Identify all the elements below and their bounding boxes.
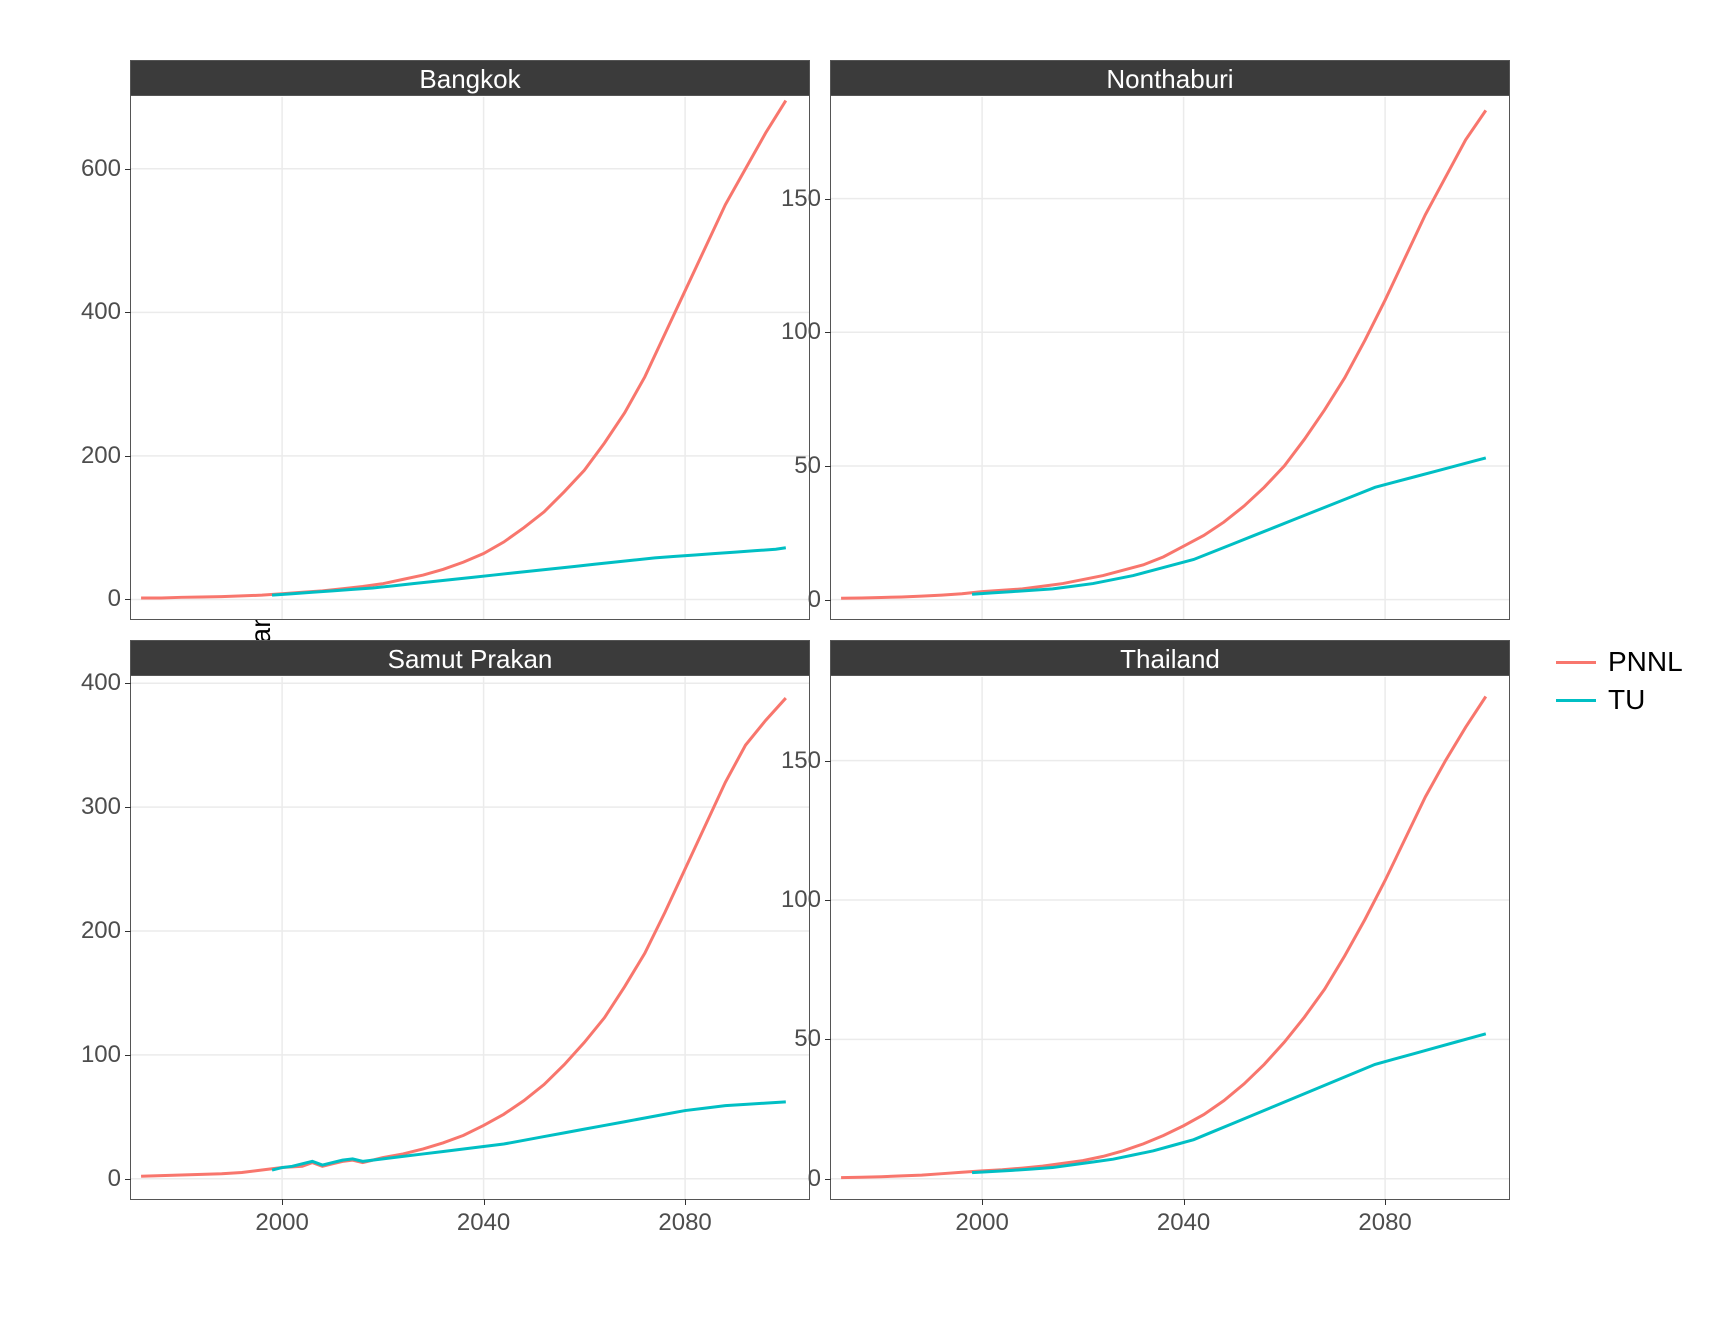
y-tick-label: 200 <box>81 442 131 470</box>
plot-area <box>131 677 809 1199</box>
series-tu <box>972 458 1486 594</box>
y-tick-label: 400 <box>81 298 131 326</box>
y-tick-label: 100 <box>781 318 831 346</box>
y-tick-label: 100 <box>781 886 831 914</box>
series-pnnl <box>841 697 1486 1178</box>
legend-label: PNNL <box>1608 646 1683 678</box>
legend-item-pnnl: PNNL <box>1556 646 1683 678</box>
panel-samut-prakan: Samut Prakan0100200300400200020402080 <box>130 640 810 1200</box>
legend-label: TU <box>1608 684 1645 716</box>
y-tick-label: 400 <box>81 669 131 697</box>
panel-svg <box>831 677 1509 1199</box>
legend-swatch <box>1556 661 1596 664</box>
panel-thailand: Thailand050100150200020402080 <box>830 640 1510 1200</box>
y-tick-label: 150 <box>781 747 831 775</box>
series-tu <box>272 1102 786 1170</box>
plot-area <box>831 97 1509 619</box>
legend: PNNL TU <box>1556 640 1683 722</box>
panel-bangkok: Bangkok0200400600 <box>130 60 810 620</box>
panel-svg <box>131 677 809 1199</box>
panel-title: Bangkok <box>130 60 810 96</box>
legend-swatch <box>1556 699 1596 702</box>
y-tick-label: 200 <box>81 917 131 945</box>
legend-item-tu: TU <box>1556 684 1683 716</box>
series-pnnl <box>841 110 1486 598</box>
plot-area <box>131 97 809 619</box>
panel-title: Nonthaburi <box>830 60 1510 96</box>
panel-svg <box>131 97 809 619</box>
series-tu <box>972 1034 1486 1173</box>
panel-title: Samut Prakan <box>130 640 810 676</box>
figure: Per capita GDP (thousands 2005 $USD) Ban… <box>0 0 1728 1344</box>
plot-area <box>831 677 1509 1199</box>
panel-title: Thailand <box>830 640 1510 676</box>
y-tick-label: 600 <box>81 155 131 183</box>
panel-svg <box>831 97 1509 619</box>
series-pnnl <box>141 698 786 1176</box>
panel-nonthaburi: Nonthaburi050100150 <box>830 60 1510 620</box>
y-tick-label: 100 <box>81 1041 131 1069</box>
y-tick-label: 150 <box>781 185 831 213</box>
y-tick-label: 300 <box>81 793 131 821</box>
series-pnnl <box>141 101 786 598</box>
